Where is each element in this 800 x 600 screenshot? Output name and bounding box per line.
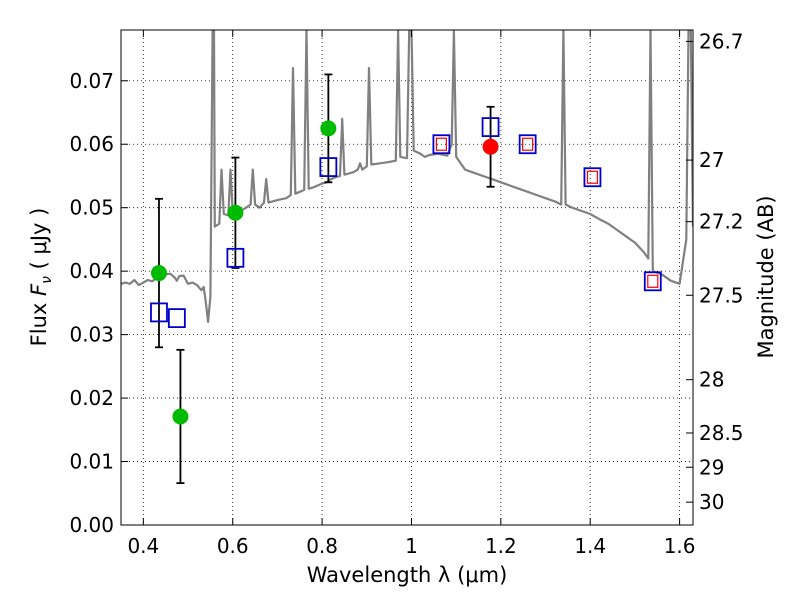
y-tick-label: 0.04 [69, 259, 114, 283]
y-tick-label: 0.00 [69, 513, 114, 537]
observed-flux-point [320, 120, 337, 137]
y2-tick-label: 27.2 [699, 210, 744, 234]
markers-layer [150, 73, 662, 485]
model-band-flux-marker [432, 134, 451, 155]
x-tick-label: 1.6 [664, 534, 696, 558]
x-tick-label: 0.8 [306, 534, 338, 558]
x-tick-label: 0.4 [127, 534, 159, 558]
x-axis-label: Wavelength λ (μm) [307, 563, 508, 587]
model-band-flux-marker [643, 271, 662, 292]
observed-flux-point [482, 138, 499, 155]
y-tick-label: 0.03 [69, 323, 114, 347]
observed-flux-point [150, 265, 167, 282]
observed-flux-point [227, 204, 244, 221]
model-spectrum-line [121, 30, 693, 323]
y-tick-label: 0.02 [69, 386, 114, 410]
plot-frame [120, 29, 694, 526]
y-tick-label: 0.01 [69, 450, 114, 474]
model-band-flux-marker [167, 308, 186, 329]
y2-tick-label: 26.7 [699, 29, 744, 53]
y2-axis-label: Magnitude (AB) [754, 195, 778, 358]
y2-tick-label: 30 [699, 490, 724, 514]
model-band-flux-inner-marker [586, 170, 599, 184]
x-tick-label: 1.2 [485, 534, 517, 558]
model-band-flux-marker [150, 302, 168, 323]
y-tick-label: 0.06 [69, 132, 114, 156]
y2-tick-label: 27 [699, 148, 724, 172]
model-band-flux-marker [481, 117, 500, 137]
y2-tick-label: 27.5 [699, 283, 744, 307]
model-band-flux-inner-marker [647, 274, 659, 288]
observed-flux-point [172, 408, 189, 425]
x-tick-label: 0.6 [217, 534, 249, 558]
y-tick-label: 0.07 [69, 69, 114, 93]
y-axis-label: Flux Fν ( μJy ) [27, 208, 55, 347]
y2-tick-label: 29 [699, 455, 724, 479]
y-tick-label: 0.05 [69, 196, 114, 220]
y2-tick-label: 28.5 [699, 421, 744, 445]
model-band-flux-inner-marker [522, 137, 534, 151]
x-tick-label: 1.4 [574, 534, 606, 558]
model-band-flux-inner-marker [435, 137, 448, 151]
model-band-flux-marker [319, 157, 338, 177]
model-band-flux-marker [518, 134, 537, 155]
spectrum-layer [121, 30, 693, 323]
model-band-flux-marker [226, 247, 245, 268]
axis-ticks: 0.4 0.6 0.8 1 1.2 1.4 1.6 0.00 0.01 0.02 0.03 0.04 0… [69, 29, 743, 558]
model-band-flux-marker [583, 167, 602, 188]
x-tick-label: 1 [405, 534, 418, 558]
y2-tick-label: 28 [699, 368, 724, 392]
